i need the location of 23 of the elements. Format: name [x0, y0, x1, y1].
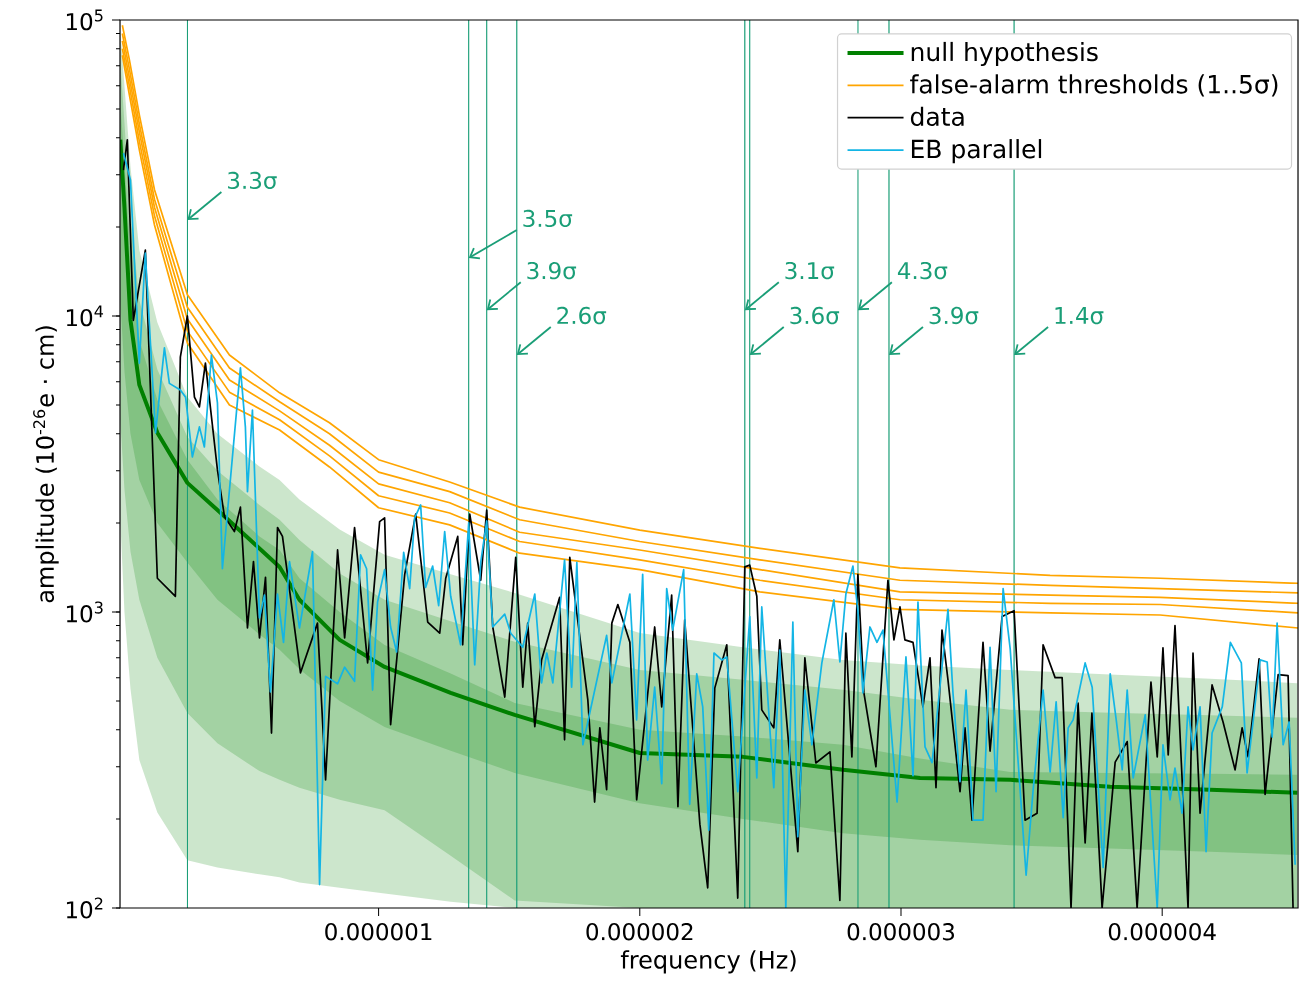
- y-tick-label: 10$^{3}$: [66, 601, 103, 623]
- y-tick-label: 10$^{2}$: [66, 897, 103, 919]
- annotation: 1.4σ: [1055, 307, 1104, 325]
- annotation: 4.3σ: [897, 261, 948, 280]
- y-axis-title: amplitude (10$^{-26}$e · cm): [33, 326, 59, 603]
- legend-label: null hypothesis: [911, 41, 1098, 67]
- annotation: 3.9σ: [527, 261, 577, 280]
- legend-label: EB parallel: [911, 139, 1042, 164]
- y-tick-label: 10$^{5}$: [66, 9, 103, 31]
- annotation: 3.1σ: [785, 261, 835, 280]
- annotation: 3.3σ: [228, 171, 277, 190]
- annotation: 3.9σ: [929, 306, 979, 325]
- annotation: 3.6σ: [790, 306, 840, 325]
- x-tick-label: 0.000003: [847, 923, 954, 941]
- x-tick-label: 0.000001: [325, 923, 432, 941]
- y-tick-label: 10$^{4}$: [66, 305, 104, 327]
- x-axis-title: frequency (Hz): [620, 950, 796, 974]
- legend-label: data: [910, 106, 964, 127]
- x-tick-label: 0.000002: [586, 923, 693, 941]
- legend-label: false-alarm thresholds (1..5σ): [910, 74, 1278, 97]
- annotation: 3.5σ: [523, 209, 573, 228]
- x-tick-label: 0.000004: [1108, 923, 1216, 941]
- annotation: 2.6σ: [557, 306, 607, 325]
